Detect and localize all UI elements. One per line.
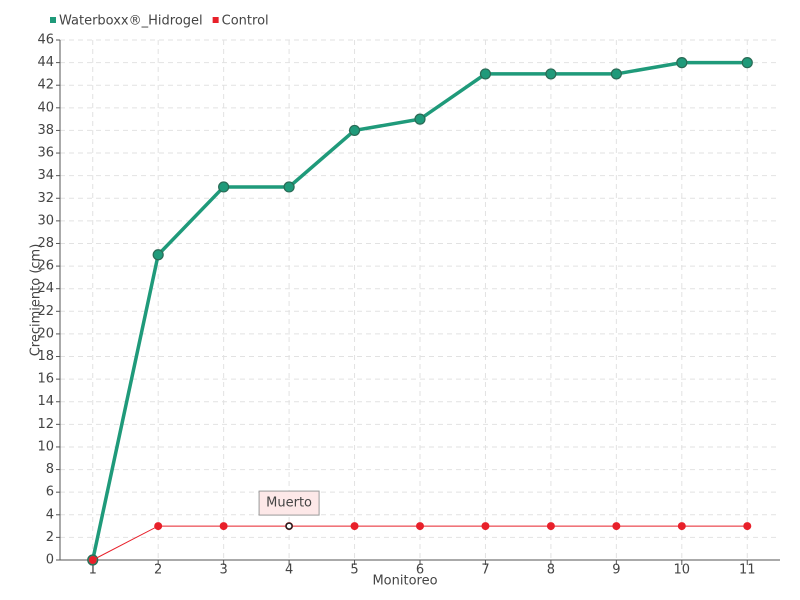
y-tick-label: 36 (37, 146, 54, 161)
x-axis-label: Monitoreo (372, 574, 437, 589)
annotation-text: Muerto (266, 496, 312, 511)
x-tick-label: 2 (154, 563, 162, 578)
y-tick-label: 32 (37, 191, 54, 206)
x-tick-label: 3 (219, 563, 227, 578)
x-tick-label: 1 (89, 563, 97, 578)
y-tick-label: 40 (37, 100, 54, 115)
point (479, 68, 492, 80)
legend-label: Control (222, 14, 269, 29)
x-tick-label: 10 (674, 563, 691, 578)
legend-swatch (50, 17, 56, 23)
y-tick-label: 6 (46, 485, 54, 500)
y-tick-label: 22 (37, 304, 54, 319)
y-tick-label: 28 (37, 236, 54, 251)
x-tick-label: 9 (612, 563, 620, 578)
x-tick-label: 8 (547, 563, 555, 578)
point (414, 113, 426, 125)
annotation-box (258, 490, 320, 516)
point (612, 522, 621, 531)
y-tick-label: 34 (37, 168, 54, 183)
y-tick-label: 42 (37, 78, 54, 93)
y-tick-label: 4 (46, 507, 54, 522)
annotation-point (285, 522, 293, 530)
point (546, 522, 555, 531)
y-tick-label: 38 (37, 123, 54, 138)
y-tick-label: 26 (37, 259, 54, 274)
point (610, 68, 622, 80)
point (218, 181, 230, 193)
point (677, 522, 686, 531)
y-tick-label: 16 (37, 372, 54, 387)
y-tick-label: 46 (37, 33, 54, 48)
point (154, 522, 163, 531)
y-tick-label: 12 (37, 417, 54, 432)
point (348, 124, 361, 137)
legend-swatch (212, 17, 219, 23)
point (676, 57, 688, 69)
point (350, 522, 359, 531)
y-tick-label: 44 (37, 55, 54, 70)
x-tick-label: 7 (481, 563, 489, 578)
x-tick-label: 4 (285, 563, 293, 578)
x-tick-label: 5 (350, 563, 358, 578)
y-tick-label: 10 (37, 439, 54, 454)
y-tick-label: 24 (37, 281, 54, 296)
point (283, 181, 295, 193)
x-tick-label: 11 (739, 563, 756, 578)
y-tick-label: 18 (37, 349, 54, 364)
y-tick-label: 30 (37, 213, 54, 228)
legend-label: Waterboxx®_Hidrogel (59, 14, 203, 29)
point (219, 522, 228, 531)
point (481, 522, 490, 531)
point (741, 57, 753, 69)
y-tick-label: 2 (46, 530, 54, 545)
point (743, 522, 752, 531)
point (545, 68, 557, 80)
point (152, 249, 164, 261)
x-tick-label: 6 (416, 563, 424, 578)
y-tick-label: 0 (46, 553, 54, 568)
y-tick-label: 20 (37, 326, 54, 341)
y-tick-label: 14 (37, 394, 54, 409)
y-axis-label: Crecimiento (cm) (29, 244, 44, 357)
point (88, 556, 97, 564)
point (416, 522, 424, 531)
y-tick-label: 8 (46, 462, 54, 477)
